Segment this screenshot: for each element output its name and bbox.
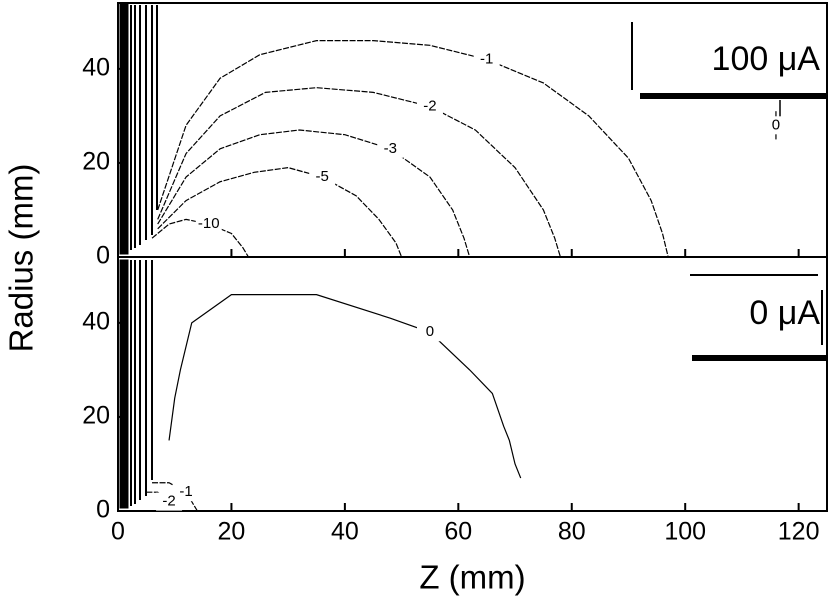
contour-label: 0 xyxy=(772,116,780,133)
contour-label-bg xyxy=(377,139,404,158)
y-tick-label: 40 xyxy=(82,307,110,335)
contour-label: -10 xyxy=(198,215,220,232)
contour-label: -5 xyxy=(316,168,329,185)
x-tick-label: 20 xyxy=(218,518,246,546)
y-tick-label: 20 xyxy=(82,148,110,176)
contour-label-bg xyxy=(762,116,789,135)
x-tick-label: 100 xyxy=(664,518,706,546)
y-tick-label: 0 xyxy=(96,496,110,524)
scale-bars xyxy=(631,22,826,361)
contour-line xyxy=(168,294,522,479)
contour-line xyxy=(157,87,561,258)
y-tick-label: 40 xyxy=(82,53,110,81)
x-tick-label: 120 xyxy=(778,518,820,546)
y-tick-label: 20 xyxy=(82,402,110,430)
contour-label: -1 xyxy=(480,50,493,67)
y-axis-label: Radius (mm) xyxy=(3,164,40,353)
x-tick-label: 0 xyxy=(111,518,125,546)
plot-frame xyxy=(117,256,828,512)
contour-line xyxy=(157,129,471,258)
contour-label-bg xyxy=(195,215,222,234)
scale-label: 0 μA xyxy=(749,294,820,332)
contour-label-bg xyxy=(473,50,500,69)
contour-label-bg xyxy=(309,168,336,187)
y-tick-label: 0 xyxy=(96,242,110,270)
scale-label: 100 μA xyxy=(712,40,821,78)
contour-line xyxy=(157,40,669,258)
contour-label: -3 xyxy=(384,140,397,157)
contour-label: -1 xyxy=(179,483,192,500)
contour-label: 0 xyxy=(426,323,434,340)
x-tick-label: 80 xyxy=(558,518,586,546)
x-axis-label: Z (mm) xyxy=(419,559,525,596)
x-tick-label: 60 xyxy=(444,518,472,546)
contour-label-bg xyxy=(416,323,443,342)
x-tick-label: 40 xyxy=(331,518,359,546)
contour-label: -2 xyxy=(162,493,175,510)
contour-label-bg xyxy=(156,492,183,511)
contour-line xyxy=(157,167,403,258)
contour-label-bg xyxy=(416,97,443,116)
contour-label: -2 xyxy=(423,97,436,114)
